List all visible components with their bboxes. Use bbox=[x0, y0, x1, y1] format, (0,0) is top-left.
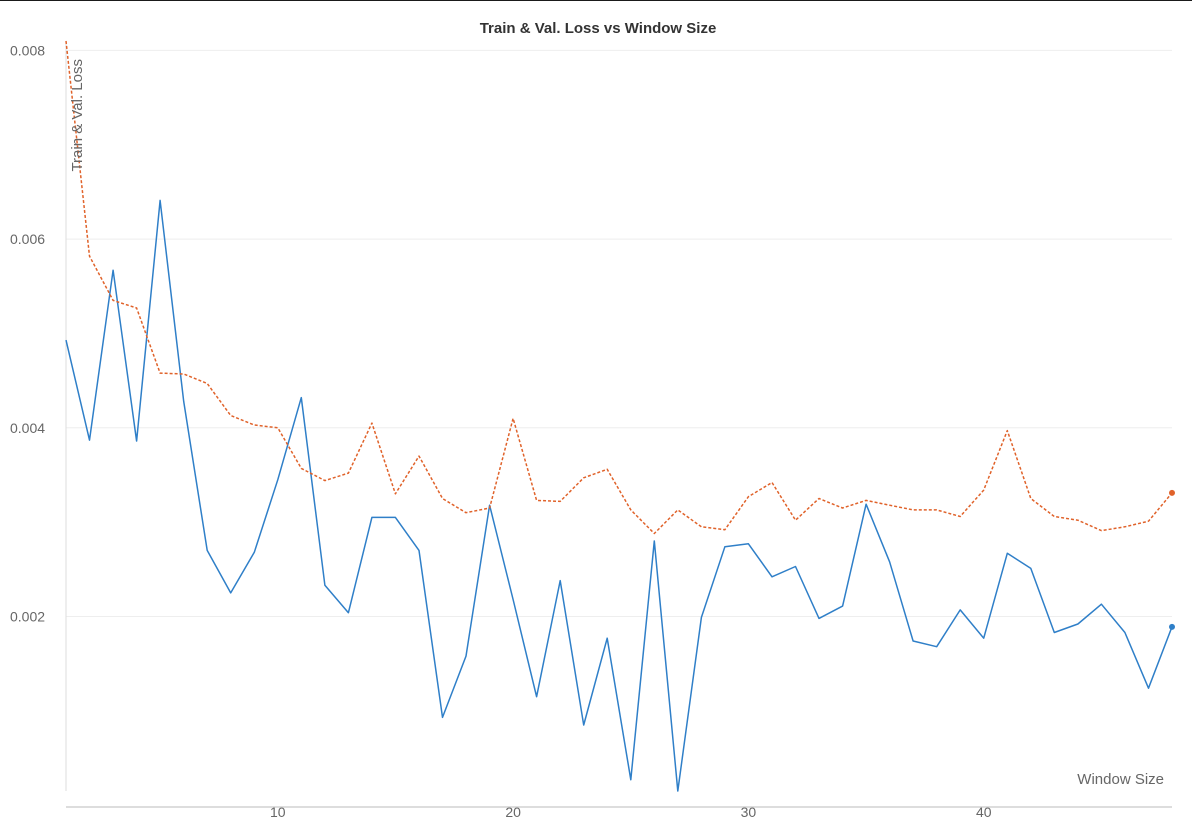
y-tick-label: 0.002 bbox=[10, 608, 45, 624]
x-tick-label: 20 bbox=[505, 804, 521, 820]
y-tick-label: 0.004 bbox=[10, 420, 45, 436]
x-tick-label: 10 bbox=[270, 804, 286, 820]
x-axis-label: Window Size bbox=[1077, 771, 1164, 788]
y-tick-label: 0.008 bbox=[10, 42, 45, 58]
ticks: 0.002 0.004 0.006 0.008 10 20 30 40 bbox=[10, 42, 992, 820]
series-line-2 bbox=[65, 40, 1173, 535]
y-tick-label: 0.006 bbox=[10, 231, 45, 247]
x-tick-label: 40 bbox=[976, 804, 992, 820]
grid bbox=[66, 49, 1172, 617]
x-tick-label: 30 bbox=[741, 804, 757, 820]
chart-title: Train & Val. Loss vs Window Size bbox=[480, 20, 717, 37]
series-end-point-1 bbox=[1169, 623, 1175, 630]
series-end-point-2 bbox=[1169, 489, 1175, 496]
series-line-1 bbox=[65, 199, 1173, 792]
y-axis-label: Train & Val. Loss bbox=[69, 59, 86, 172]
series bbox=[65, 40, 1175, 792]
